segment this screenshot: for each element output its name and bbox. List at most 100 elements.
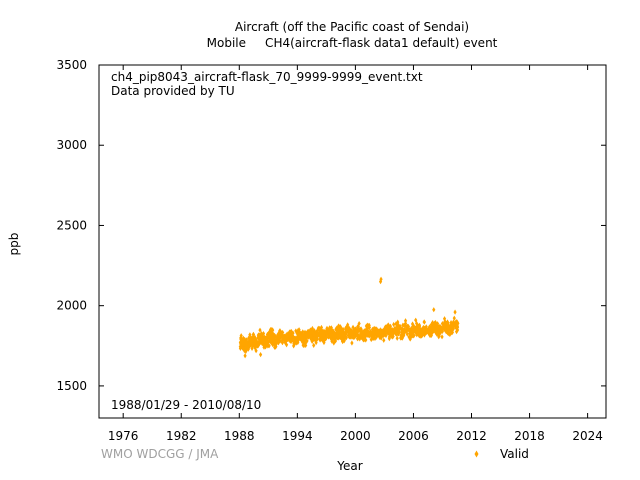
data-point bbox=[316, 330, 320, 336]
data-point bbox=[438, 330, 442, 336]
plot-frame bbox=[98, 64, 607, 419]
x-tick-label: 1994 bbox=[282, 429, 313, 443]
data-point bbox=[318, 336, 322, 342]
data-point bbox=[315, 336, 319, 342]
data-point bbox=[273, 344, 277, 350]
x-tick-label: 1988 bbox=[224, 429, 255, 443]
data-point-outlier bbox=[453, 309, 457, 315]
data-point bbox=[404, 323, 408, 329]
data-point bbox=[294, 338, 298, 345]
data-point bbox=[296, 336, 300, 342]
data-point bbox=[370, 326, 375, 332]
data-point bbox=[428, 328, 432, 334]
data-point bbox=[324, 329, 328, 335]
data-point bbox=[281, 335, 285, 341]
data-point bbox=[404, 327, 408, 333]
data-point bbox=[328, 332, 332, 338]
data-point bbox=[284, 342, 289, 348]
data-point bbox=[448, 326, 452, 332]
data-point bbox=[266, 343, 270, 349]
data-point bbox=[262, 344, 266, 350]
data-point bbox=[369, 336, 373, 343]
data-point bbox=[389, 329, 394, 335]
data-point bbox=[341, 331, 345, 338]
data-point bbox=[364, 337, 368, 343]
data-point bbox=[249, 336, 253, 342]
data-point bbox=[446, 326, 451, 332]
x-tick-label: 2000 bbox=[340, 429, 371, 443]
data-point bbox=[441, 326, 445, 332]
data-point bbox=[341, 327, 345, 333]
data-point bbox=[261, 336, 265, 342]
data-point bbox=[388, 327, 392, 333]
data-point bbox=[403, 328, 407, 334]
data-point bbox=[302, 333, 306, 340]
data-point bbox=[251, 340, 255, 346]
data-point bbox=[422, 319, 427, 325]
data-point bbox=[300, 333, 304, 339]
data-point bbox=[261, 330, 266, 337]
data-point bbox=[327, 328, 331, 335]
data-point bbox=[280, 340, 285, 346]
data-point bbox=[313, 337, 317, 343]
data-point bbox=[375, 326, 379, 332]
data-point bbox=[312, 342, 316, 348]
data-point bbox=[401, 322, 405, 328]
data-point bbox=[388, 323, 393, 329]
x-tick-label: 2024 bbox=[572, 429, 603, 443]
data-point bbox=[445, 319, 450, 325]
data-point bbox=[331, 335, 335, 341]
data-point bbox=[357, 320, 361, 327]
data-points bbox=[238, 276, 460, 359]
data-point bbox=[322, 332, 326, 338]
data-point bbox=[435, 331, 439, 337]
data-point bbox=[440, 334, 444, 340]
data-point bbox=[246, 344, 250, 350]
data-point bbox=[330, 333, 334, 339]
data-point bbox=[343, 334, 347, 340]
data-point bbox=[339, 335, 343, 341]
data-point bbox=[291, 330, 295, 336]
data-point bbox=[251, 336, 255, 342]
data-point bbox=[363, 329, 367, 335]
data-point bbox=[367, 331, 371, 337]
data-point bbox=[376, 328, 381, 334]
data-point bbox=[305, 331, 309, 337]
data-point bbox=[440, 321, 445, 327]
data-point bbox=[317, 326, 322, 332]
data-point bbox=[285, 331, 289, 337]
data-point bbox=[258, 327, 262, 333]
data-point bbox=[291, 335, 295, 341]
x-tick-label: 2018 bbox=[514, 429, 545, 443]
data-point bbox=[345, 328, 350, 334]
data-point bbox=[319, 332, 323, 338]
data-point bbox=[271, 327, 275, 333]
data-point bbox=[446, 330, 450, 337]
data-point-outlier bbox=[379, 276, 383, 282]
x-tick-label: 1976 bbox=[108, 429, 139, 443]
data-point bbox=[272, 332, 277, 339]
data-point bbox=[452, 315, 456, 321]
data-point bbox=[455, 327, 460, 333]
data-point bbox=[411, 333, 415, 339]
data-point bbox=[284, 336, 289, 342]
data-point bbox=[387, 334, 391, 340]
data-point bbox=[392, 327, 396, 333]
data-point bbox=[296, 329, 300, 335]
data-point bbox=[264, 335, 268, 341]
data-point-outlier bbox=[432, 307, 436, 313]
data-point bbox=[244, 338, 248, 345]
data-point bbox=[260, 339, 264, 345]
data-point bbox=[407, 334, 411, 340]
y-tick-label: 3000 bbox=[56, 138, 87, 152]
data-point bbox=[315, 332, 319, 339]
data-point bbox=[403, 318, 408, 324]
data-point bbox=[396, 330, 401, 337]
data-point bbox=[308, 334, 313, 340]
data-point bbox=[238, 345, 243, 352]
data-point bbox=[299, 336, 304, 343]
data-point bbox=[349, 334, 353, 340]
data-point bbox=[254, 348, 258, 354]
data-point bbox=[453, 324, 458, 330]
data-point bbox=[411, 328, 416, 334]
